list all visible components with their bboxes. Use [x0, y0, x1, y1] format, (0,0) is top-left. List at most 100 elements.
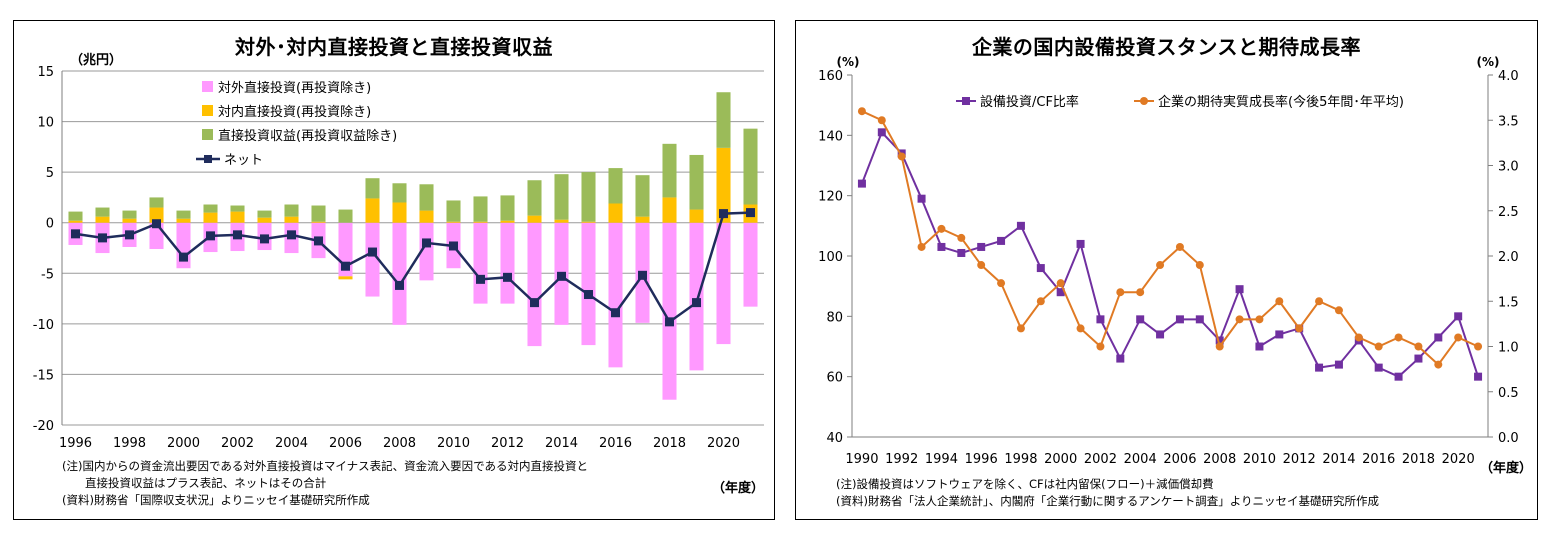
bar-inward-fdi [68, 220, 83, 223]
expected-growth-point [997, 279, 1006, 288]
net-point [125, 230, 134, 240]
bar-fdi-income [311, 205, 326, 222]
legend-label: 対外直接投資(再投資除き) [218, 80, 371, 96]
y-tick-label: -5 [41, 267, 54, 282]
expected-growth-point [1295, 324, 1304, 333]
x-tick-label: 2020 [1442, 452, 1475, 467]
expected-growth-point [1394, 333, 1403, 342]
bar-fdi-income [716, 92, 731, 148]
bar-inward-fdi [257, 217, 272, 223]
y2-axis-unit: (%) [1477, 55, 1500, 69]
capex-cf-point [1136, 315, 1145, 324]
x-tick-label: 1996 [965, 452, 998, 467]
capex-cf-point [1076, 239, 1085, 248]
bar-fdi-income [203, 204, 218, 213]
legend-marker [204, 155, 212, 163]
legend-label: 対内直接投資(再投資除き) [218, 104, 371, 120]
legend-label: 設備投資/CF比率 [980, 94, 1079, 110]
capex-cf-point [917, 194, 926, 203]
net-point [179, 252, 188, 262]
capex-cf-point [1116, 354, 1125, 363]
x-tick-label: 2006 [1163, 452, 1196, 467]
net-point [395, 280, 404, 290]
y-tick-label: 15 [37, 65, 54, 80]
bar-fdi-income [473, 196, 488, 222]
chart-title: 対外･対内直接投資と直接投資収益 [235, 35, 553, 59]
bar-outward-fdi [500, 222, 515, 304]
x-tick-label: 2008 [383, 436, 416, 451]
capex-cf-point [1434, 333, 1443, 342]
x-tick-label: 1998 [1004, 452, 1037, 467]
expected-growth-point [1354, 333, 1363, 342]
y2-tick-label: 1.0 [1498, 341, 1519, 356]
y-tick-label: 40 [826, 431, 843, 446]
net-point [287, 230, 296, 240]
bar-outward-fdi [662, 222, 677, 400]
chart-title: 企業の国内設備投資スタンスと期待成長率 [971, 35, 1362, 59]
bar-fdi-income [608, 168, 623, 204]
x-tick-label: 2014 [1322, 452, 1355, 467]
bar-fdi-income [68, 211, 83, 221]
expected-growth-point [857, 107, 866, 116]
y-tick-label: 60 [826, 371, 843, 386]
x-tick-label: 2012 [1283, 452, 1316, 467]
bar-inward-fdi [176, 218, 191, 223]
capex-cf-point [1374, 363, 1383, 372]
capex-cf-point [1175, 315, 1184, 324]
capex-cf-point [1414, 354, 1423, 363]
expected-growth-point [977, 261, 986, 270]
bar-fdi-income [419, 184, 434, 211]
y-axis-unit: (%) [837, 55, 860, 69]
bar-inward-fdi [230, 211, 245, 223]
bar-inward-fdi [527, 215, 542, 223]
capex-cf-point [1275, 330, 1284, 339]
net-point [638, 270, 647, 280]
expected-growth-point [917, 242, 926, 251]
bar-inward-fdi [311, 221, 326, 223]
x-tick-label: 2000 [1044, 452, 1077, 467]
y-tick-label: -15 [33, 368, 54, 383]
bar-fdi-income [149, 197, 164, 208]
y2-tick-label: 0.0 [1498, 431, 1519, 446]
bar-fdi-income [365, 178, 380, 199]
y-tick-label: 5 [46, 166, 54, 181]
capex-cf-point [1195, 315, 1204, 324]
x-tick-label: 2012 [491, 436, 524, 451]
net-point [584, 290, 593, 300]
y2-tick-label: 1.5 [1498, 295, 1519, 310]
bar-fdi-income [527, 180, 542, 216]
bar-outward-fdi [392, 222, 407, 325]
bar-outward-fdi [608, 222, 623, 368]
bar-fdi-income [176, 210, 191, 219]
y-tick-label: 80 [826, 310, 843, 325]
capex-cf-point [957, 248, 966, 257]
expected-growth-point [1016, 324, 1025, 333]
net-point [341, 261, 350, 271]
bar-outward-fdi [419, 222, 434, 281]
chart-source: (資料)財務省「法人企業統計」、内閣府「企業行動に関するアンケート調査」よりニッ… [836, 494, 1380, 508]
capex-cf-point [1255, 342, 1264, 351]
capex-cf-point [1215, 336, 1224, 345]
chart-source: (資料)財務省「国際収支状況」よりニッセイ基礎研究所作成 [62, 493, 370, 507]
bar-fdi-income [392, 183, 407, 203]
net-point [233, 230, 242, 240]
bar-fdi-income [500, 195, 515, 221]
bar-inward-fdi [203, 212, 218, 223]
capex-cf-point [857, 179, 866, 188]
net-point [665, 317, 674, 327]
y2-tick-label: 2.0 [1498, 250, 1519, 265]
expected-growth-point [1195, 261, 1204, 270]
bar-fdi-income [581, 172, 596, 222]
chart-note: (注)設備投資はソフトウェアを除く、CFは社内留保(フロー)＋減価償却費 [836, 477, 1214, 491]
x-tick-label: 2002 [1084, 452, 1117, 467]
expected-growth-point [1215, 342, 1224, 351]
legend-label: ネット [224, 153, 263, 168]
bar-outward-fdi [716, 222, 731, 345]
bar-outward-fdi [527, 222, 542, 347]
expected-growth-point [1334, 306, 1343, 315]
bar-inward-fdi [608, 203, 623, 223]
y2-tick-label: 4.0 [1498, 69, 1519, 84]
bar-outward-fdi [581, 222, 596, 346]
y-tick-label: 100 [818, 250, 843, 265]
capex-cf-point [1394, 372, 1403, 381]
